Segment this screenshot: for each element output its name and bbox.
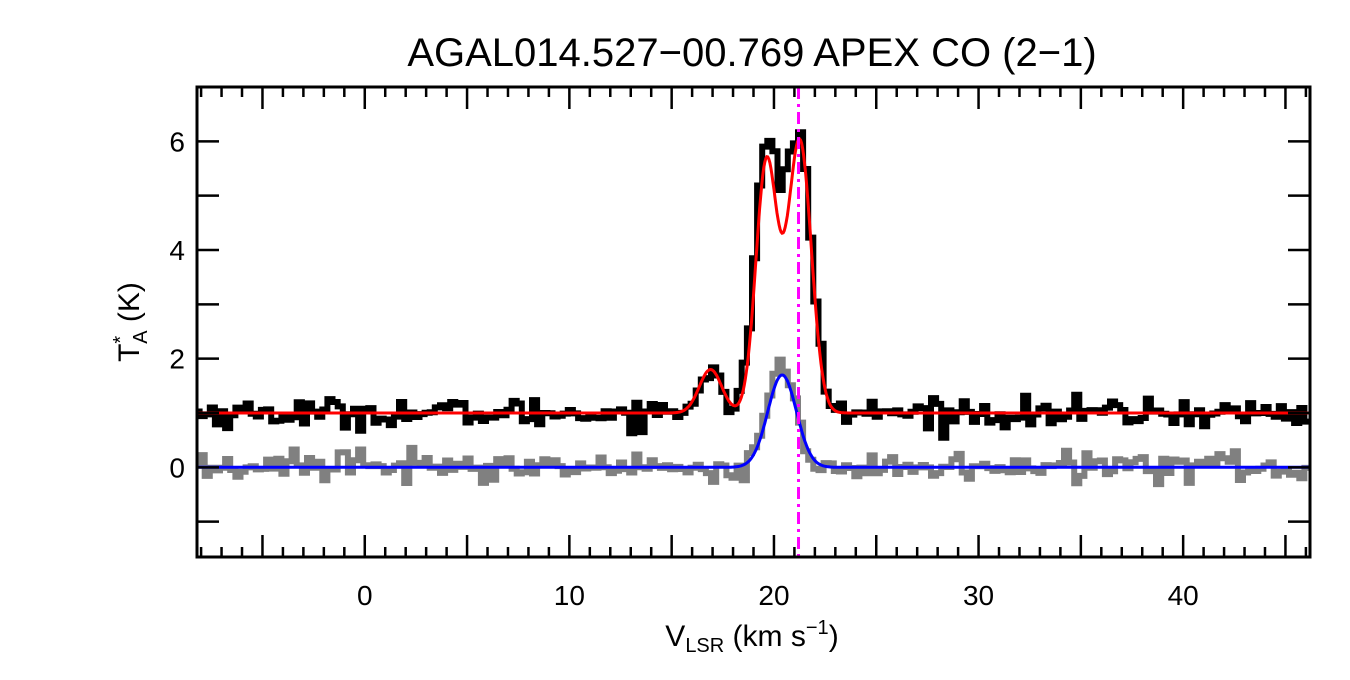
x-axis-label-superscript: −1	[806, 617, 829, 639]
chart-title: AGAL014.527−00.769 APEX CO (2−1)	[407, 31, 1096, 75]
x-tick-label: 0	[357, 580, 373, 611]
series-3-fit-curve	[197, 373, 1310, 469]
plot-frame	[195, 85, 1312, 559]
x-axis-label: VLSR (km s−1)	[665, 617, 838, 657]
x-axis-label-close: )	[829, 620, 839, 653]
x-tick-label: 40	[1168, 580, 1199, 611]
y-axis-label-main: T	[113, 344, 146, 362]
series-layer	[197, 129, 1310, 488]
y-axis-label-subscript: A	[130, 330, 152, 344]
y-tick-label: 2	[169, 344, 185, 375]
y-tick-label: 6	[169, 126, 185, 157]
series-1-fit-curve	[197, 136, 1310, 415]
x-tick-label: 10	[554, 580, 585, 611]
x-axis-label-main: V	[665, 620, 685, 653]
y-tick-label: 0	[169, 452, 185, 483]
y-axis-label: T*A (K)	[110, 282, 152, 362]
x-axis-label-subscript: LSR	[685, 635, 724, 657]
x-tick-label: 30	[963, 580, 994, 611]
y-axis-label-superscript: *	[110, 336, 132, 344]
y-axis-label-units: (K)	[113, 282, 146, 330]
x-axis-label-units: (km s	[724, 620, 806, 653]
series-0-observed-step	[197, 129, 1310, 441]
ticks-layer: 0 10 20 30 40 0 2 4 6	[169, 87, 1310, 611]
x-tick-label: 20	[758, 580, 789, 611]
y-tick-label: 4	[169, 235, 185, 266]
